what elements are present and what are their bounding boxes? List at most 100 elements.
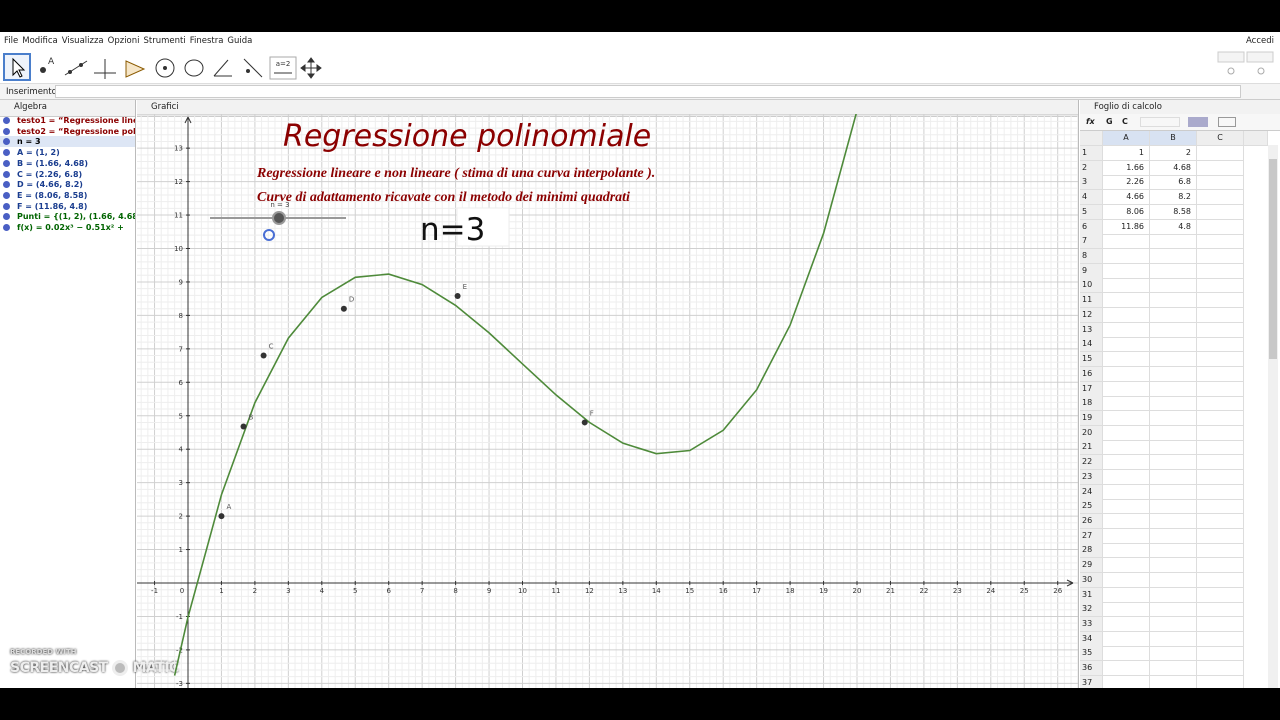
scroll-thumb[interactable] [1269,159,1277,359]
row-header: 4 [1080,190,1103,206]
point-label: E [463,283,467,291]
row-header: 37 [1080,675,1103,688]
spreadsheet-title: Foglio di calcolo [1094,102,1162,112]
circle-tool[interactable] [155,58,175,78]
sheet-cell [1197,352,1244,368]
row-header: 32 [1080,602,1103,618]
scrollbar[interactable] [1268,145,1278,688]
x-tick-label: 10 [518,587,527,595]
x-tick-label: 20 [853,587,862,595]
sheet-cell [1197,293,1244,309]
sheet-cell [1150,366,1197,382]
sheet-cell [1197,675,1244,688]
subtitle-1: Regressione lineare e non lineare ( stim… [256,166,655,181]
sheet-cell [1103,617,1150,633]
polygon-tool[interactable] [125,60,146,78]
reflect-tool[interactable] [243,58,263,78]
sheet-cell [1197,263,1244,279]
angle-tool[interactable] [213,59,232,77]
sheet-cell [1150,469,1197,485]
menu-item[interactable]: Finestra [189,36,224,46]
perpendicular-tool[interactable] [94,59,116,79]
sheet-cell [1150,263,1197,279]
input-label: Inserimento: [6,87,60,97]
arrow-icon [12,57,26,78]
sheet-cell [1197,175,1244,191]
x-tick-label: 2 [253,587,257,595]
x-tick-label: 14 [652,587,661,595]
sheet-cell [1197,322,1244,338]
sheet-cell [1103,631,1150,647]
bold-button[interactable]: G [1106,117,1113,126]
sheet-cell [1150,617,1197,633]
sheet-cell [1197,146,1244,161]
entry-text: F = (11.86, 4.8) [17,201,88,211]
row-header: 28 [1080,543,1103,559]
move-view-tool[interactable] [300,57,322,79]
sheet-cell [1103,307,1150,323]
x-tick-label: 17 [752,587,761,595]
undo-redo[interactable] [1217,51,1274,63]
fx-button[interactable]: fx [1086,117,1095,126]
sheet-cell [1103,322,1150,338]
sheet-cell [1197,219,1244,235]
settings-icon[interactable] [1257,67,1265,75]
algebra-entry: B = (1.66, 4.68) [0,158,135,169]
color-button[interactable] [1188,117,1208,127]
border-button[interactable] [1218,117,1236,127]
cursor-ring [263,229,275,241]
italic-button[interactable]: C [1122,117,1128,126]
menu-item[interactable]: Strumenti [143,36,186,46]
move-tool[interactable] [3,53,31,81]
algebra-entry: F = (11.86, 4.8) [0,201,135,212]
sheet-cell [1197,602,1244,618]
menu-item[interactable]: File [4,36,19,46]
y-tick-label: -3 [176,680,183,688]
conic-tool[interactable] [184,59,204,77]
sheet-cell [1150,631,1197,647]
row-header: 15 [1080,352,1103,368]
x-tick-label: 21 [886,587,895,595]
column-header: B [1150,131,1197,146]
data-point [581,419,588,426]
graphics-view[interactable]: -1 0 1 2 3 4 5 6 7 8 9 10 11 12 13 14 15 16 17 18 19 20 21 22 23… [137,114,1078,688]
sheet-cell [1197,366,1244,382]
login-link[interactable]: Accedi [1246,36,1274,46]
sheet-cell [1197,572,1244,588]
menu-item[interactable]: Opzioni [107,36,140,46]
row-header: 33 [1080,617,1103,633]
sheet-cell [1103,278,1150,294]
sheet-cell [1103,425,1150,441]
spreadsheet-toolbar: fx G C [1080,114,1280,131]
slider-tool[interactable]: a=2 [269,56,297,80]
sheet-cell [1103,337,1150,353]
menu-item[interactable]: Modifica [22,36,58,46]
entry-text: B = (1.66, 4.68) [17,158,88,168]
x-tick-label: 11 [551,587,560,595]
entry-text: testo2 = “Regressione polinom [17,126,136,136]
entry-text: C = (2.26, 6.8) [17,169,83,179]
subtitle-2: Curve di adattamento ricavate con il met… [257,190,630,205]
row-header: 27 [1080,528,1103,544]
y-tick-label: 4 [179,446,184,454]
point-label: B [249,413,254,421]
menu-item[interactable]: Guida [227,36,253,46]
sheet-cell: 8.2 [1150,190,1197,206]
align-buttons[interactable] [1140,117,1180,127]
sheet-cell [1150,661,1197,677]
help-icon[interactable] [1227,67,1235,75]
slider[interactable]: n = 3 [210,201,346,225]
algebra-header: Algebra [0,100,135,117]
input-field[interactable] [55,85,1241,98]
graphics-header: Grafici [137,100,1078,117]
sheet-cell [1103,293,1150,309]
sheet-cell [1150,558,1197,574]
x-tick-label: 7 [420,587,424,595]
row-header: 20 [1080,425,1103,441]
menu-item[interactable]: Visualizza [61,36,104,46]
sheet-cell [1103,543,1150,559]
sheet-cell [1103,572,1150,588]
point-tool[interactable]: A [40,57,55,73]
line-tool[interactable] [64,60,88,76]
visibility-dot [3,191,10,199]
